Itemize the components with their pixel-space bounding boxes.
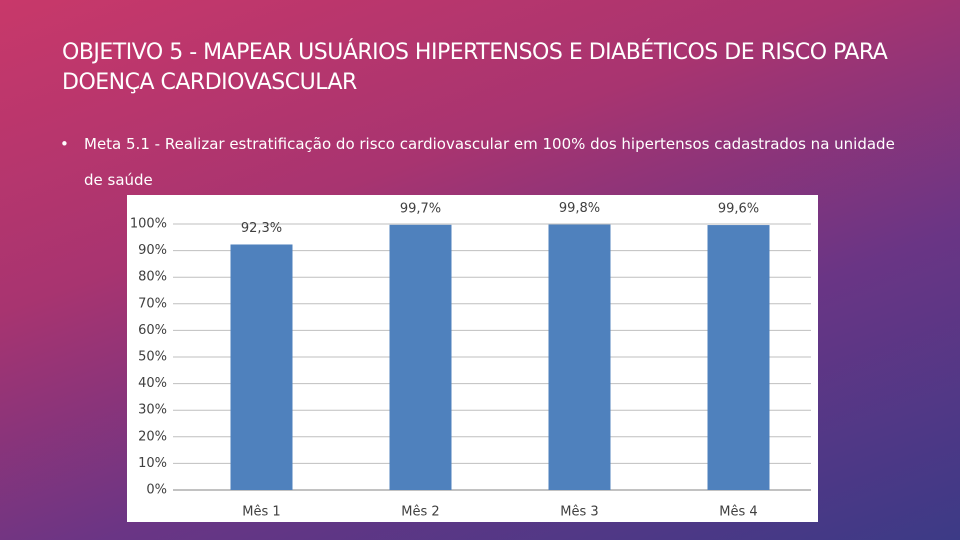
bar <box>389 224 452 490</box>
y-tick-label: 70% <box>138 296 167 311</box>
bar <box>548 224 611 491</box>
value-label: 99,6% <box>718 202 759 217</box>
y-tick-label: 10% <box>138 456 167 471</box>
x-tick-label: Mês 4 <box>719 505 757 520</box>
bar <box>707 225 770 490</box>
y-tick-label: 20% <box>138 429 167 444</box>
value-label: 99,8% <box>559 201 600 216</box>
y-tick-label: 0% <box>146 483 167 498</box>
bullet-text: Meta 5.1 - Realizar estratificação do ri… <box>84 135 895 189</box>
y-tick-label: 60% <box>138 323 167 338</box>
bar <box>230 244 293 490</box>
y-tick-label: 50% <box>138 350 167 365</box>
x-tick-label: Mês 1 <box>242 505 280 520</box>
x-tick-label: Mês 3 <box>560 505 598 520</box>
y-tick-label: 40% <box>138 376 167 391</box>
y-tick-label: 100% <box>130 217 167 232</box>
y-tick-label: 90% <box>138 243 167 258</box>
bullet: • Meta 5.1 - Realizar estratificação do r… <box>60 126 902 198</box>
y-tick-label: 30% <box>138 403 167 418</box>
value-label: 92,3% <box>241 221 282 236</box>
slide-title: OBJETIVO 5 - MAPEAR USUÁRIOS HIPERTENSOS… <box>62 40 888 95</box>
value-label: 99,7% <box>400 201 441 216</box>
x-tick-label: Mês 2 <box>401 505 439 520</box>
y-tick-label: 80% <box>138 270 167 285</box>
